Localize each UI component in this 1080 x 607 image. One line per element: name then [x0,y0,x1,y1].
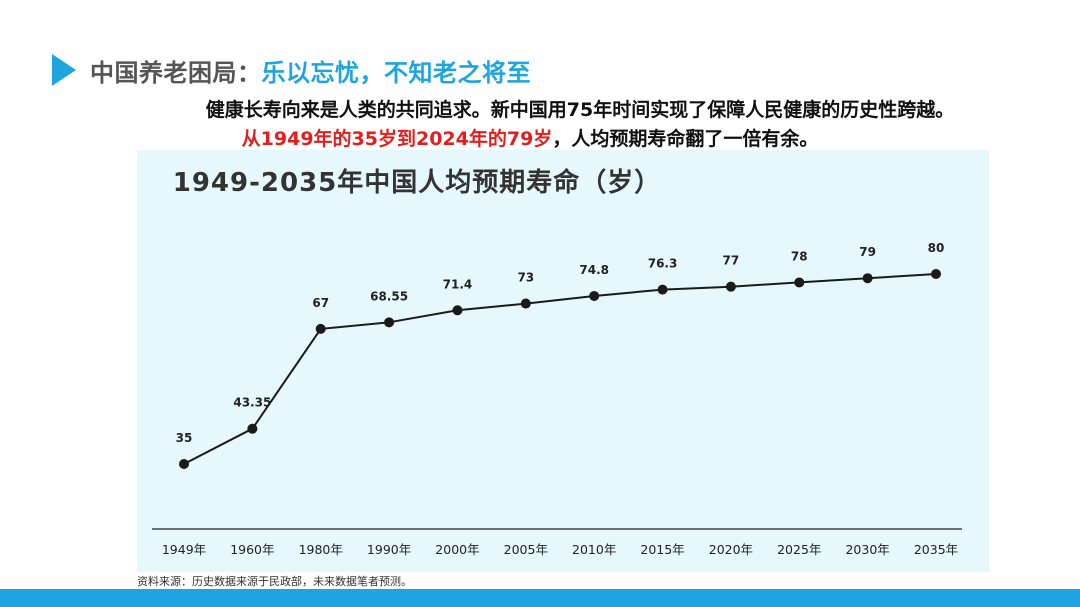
x-tick-label-1: 1960年 [230,542,274,557]
x-tick-label-9: 2025年 [777,542,821,557]
title-prefix: 中国养老困局： [90,58,262,87]
data-label-7: 76.3 [648,257,678,271]
intro-rest: ，人均预期寿命翻了一倍有余。 [552,128,819,150]
data-label-10: 79 [859,245,876,259]
x-tick-label-4: 2000年 [435,542,479,557]
data-label-3: 68.55 [370,289,408,303]
slide-header: 中国养老困局：乐以忘忧，不知老之将至 [52,52,531,88]
chart-panel [137,150,989,572]
data-label-5: 73 [517,271,534,285]
data-point-10 [862,273,873,284]
intro-line-2: 从1949年的35岁到2024年的79岁，人均预期寿命翻了一倍有余。 [0,124,1070,151]
data-point-7 [657,284,668,295]
data-label-9: 78 [791,249,808,263]
x-tick-label-3: 1990年 [367,542,411,557]
data-point-3 [384,317,395,328]
data-point-2 [315,323,326,334]
x-tick-label-11: 2035年 [914,542,958,557]
data-point-5 [520,298,531,309]
data-label-1: 43.35 [233,396,271,410]
data-point-8 [725,281,736,292]
x-tick-label-7: 2015年 [640,542,684,557]
data-label-2: 67 [312,296,329,310]
data-point-6 [589,290,600,301]
intro-line-1: 健康长寿向来是人类的共同追求。新中国用75年时间实现了保障人民健康的历史性跨越。 [205,99,955,121]
data-label-4: 71.4 [443,277,473,291]
data-label-6: 74.8 [579,263,609,277]
x-tick-label-2: 1980年 [299,542,343,557]
data-point-1 [247,423,258,434]
title-highlight: 乐以忘忧，不知老之将至 [261,58,531,87]
data-point-0 [179,459,189,469]
play-triangle-icon [52,54,76,86]
data-point-9 [794,277,805,288]
bottom-accent-bar [0,589,1080,607]
x-tick-label-0: 1949年 [162,542,206,557]
source-note: 资料来源：历史数据来源于民政部，未来数据笔者预测。 [137,575,412,588]
intro-highlight: 从1949年的35岁到2024年的79岁 [241,128,553,150]
slide-title: 中国养老困局：乐以忘忧，不知老之将至 [90,53,531,88]
x-tick-label-10: 2030年 [845,542,889,557]
data-label-8: 77 [723,254,740,268]
data-label-0: 35 [176,431,193,445]
data-point-4 [452,305,463,316]
x-tick-label-8: 2020年 [709,542,753,557]
data-label-11: 80 [928,241,945,255]
x-tick-label-6: 2010年 [572,542,616,557]
data-point-11 [931,269,941,279]
series-line [183,273,937,465]
x-tick-label-5: 2005年 [504,542,548,557]
chart-title: 1949-2035年中国人均预期寿命（岁） [172,168,662,198]
